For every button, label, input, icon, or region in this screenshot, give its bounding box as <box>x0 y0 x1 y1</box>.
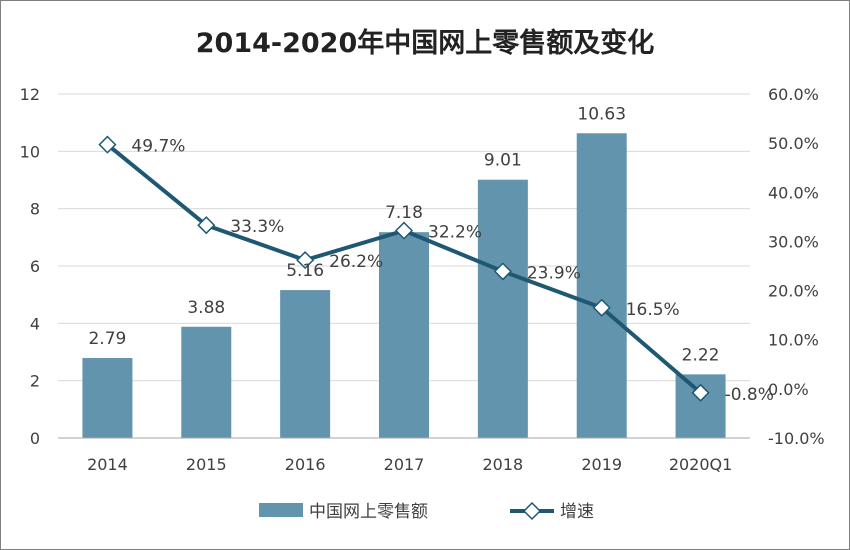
chart-title: 2014-2020年中国网上零售额及变化 <box>196 27 655 59</box>
x-tick-label: 2015 <box>186 455 227 474</box>
growth-value-label: 26.2% <box>329 252 383 272</box>
bar-series <box>82 133 726 439</box>
legend: 中国网上零售额 增速 <box>259 501 594 522</box>
x-tick-label: 2016 <box>285 455 326 474</box>
x-tick-label: 2017 <box>384 455 425 474</box>
y-left-tick-label: 6 <box>30 257 40 276</box>
x-tick-label: 2020Q1 <box>669 455 733 474</box>
x-tick-label: 2018 <box>482 455 523 474</box>
growth-marker <box>691 383 710 402</box>
legend-bar-swatch <box>259 503 303 517</box>
bar <box>379 232 429 438</box>
y-right-tick-label: 30.0% <box>768 232 819 251</box>
bar-value-label: 2.79 <box>88 329 126 349</box>
bar-value-label: 5.16 <box>286 261 324 281</box>
y-right-tick-label: 50.0% <box>768 134 819 153</box>
growth-value-label: 49.7% <box>131 137 185 157</box>
growth-marker <box>592 298 611 317</box>
bar-value-label: 9.01 <box>484 151 522 171</box>
y-right-tick-label: 20.0% <box>768 282 819 301</box>
bar <box>82 358 133 438</box>
growth-marker <box>197 216 216 235</box>
growth-marker <box>493 262 512 281</box>
growth-value-label: 16.5% <box>626 300 680 320</box>
bar <box>477 179 528 439</box>
y-left-tick-label: 12 <box>20 85 40 104</box>
bar <box>576 133 627 439</box>
bar-value-label: 2.22 <box>682 345 720 365</box>
legend-line-marker <box>522 501 542 521</box>
bar <box>280 290 331 438</box>
y-right-tick-label: 40.0% <box>768 183 819 202</box>
growth-value-label: 32.2% <box>428 223 482 243</box>
y-right-tick-label: 0.0% <box>768 380 809 399</box>
bar <box>181 326 232 438</box>
y-right-tick-label: 60.0% <box>768 85 819 104</box>
growth-value-label: 33.3% <box>230 217 284 237</box>
growth-marker <box>98 135 117 154</box>
bar-value-label: 7.18 <box>385 203 423 223</box>
y-left-tick-label: 0 <box>30 429 40 448</box>
growth-value-label: -0.8% <box>725 385 774 405</box>
legend-bar-label: 中国网上零售额 <box>309 502 428 522</box>
y-left-tick-label: 10 <box>20 142 40 161</box>
growth-value-label: 23.9% <box>527 263 581 283</box>
grid-lines <box>58 93 750 382</box>
y-left-tick-label: 4 <box>30 314 40 333</box>
y-right-tick-label: 10.0% <box>768 331 819 350</box>
y-left-tick-label: 2 <box>30 372 40 391</box>
y-left-tick-label: 8 <box>30 200 40 219</box>
x-tick-label: 2019 <box>581 455 622 474</box>
bar-value-label: 10.63 <box>577 104 626 124</box>
axes: 0 2 4 6 8 10 12 -10.0% 0.0% 10.0% 20.0% 30.0% 40.0% 5… <box>20 85 825 474</box>
line-series <box>98 135 710 402</box>
y-right-tick-label: -10.0% <box>768 429 825 448</box>
legend-line-label: 增速 <box>560 502 594 522</box>
bar-value-label: 3.88 <box>187 298 225 318</box>
data-labels: 2.79 3.88 5.16 7.18 9.01 10.63 2.22 49.7% 33.3% 2… <box>88 104 773 405</box>
growth-marker <box>394 221 414 240</box>
x-tick-label: 2014 <box>87 455 128 474</box>
growth-marker <box>296 251 315 270</box>
